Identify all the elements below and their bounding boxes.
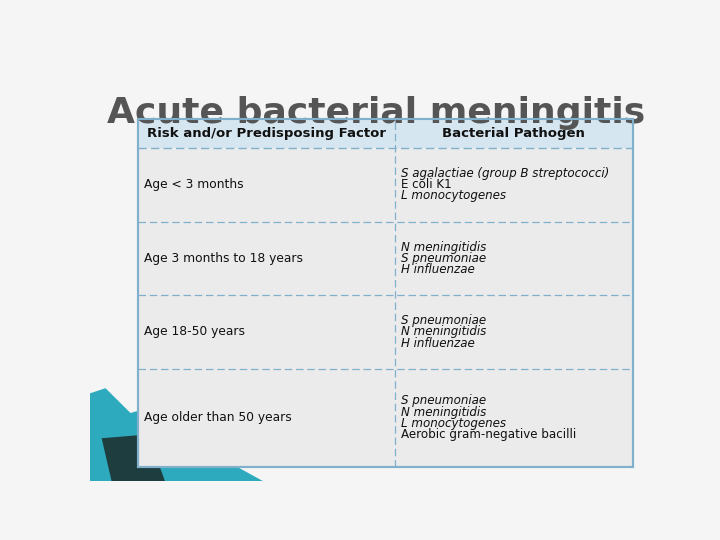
Text: Risk and/or Predisposing Factor: Risk and/or Predisposing Factor (147, 127, 386, 140)
Polygon shape (82, 411, 276, 488)
Text: S pneumoniae: S pneumoniae (401, 394, 487, 408)
Text: L monocytogenes: L monocytogenes (401, 417, 506, 430)
Polygon shape (82, 388, 132, 434)
Text: N meningitidis: N meningitidis (401, 406, 487, 419)
Text: S agalactiae (group B streptococci): S agalactiae (group B streptococci) (401, 167, 610, 180)
Text: Aerobic gram-negative bacilli: Aerobic gram-negative bacilli (401, 428, 577, 441)
FancyBboxPatch shape (138, 119, 632, 467)
Text: L monocytogenes: L monocytogenes (401, 190, 506, 202)
Text: Age 3 months to 18 years: Age 3 months to 18 years (144, 252, 303, 265)
Text: Bacterial Pathogen: Bacterial Pathogen (442, 127, 585, 140)
FancyBboxPatch shape (138, 119, 632, 148)
Text: Age 18-50 years: Age 18-50 years (144, 326, 246, 339)
Text: N meningitidis: N meningitidis (401, 241, 487, 254)
Text: S pneumoniae: S pneumoniae (401, 314, 487, 327)
Text: S pneumoniae: S pneumoniae (401, 252, 487, 265)
Text: H influenzae: H influenzae (401, 336, 475, 349)
Text: H influenzae: H influenzae (401, 263, 475, 276)
Text: Acute bacterial meningitis: Acute bacterial meningitis (107, 96, 645, 130)
Text: Age older than 50 years: Age older than 50 years (144, 411, 292, 424)
Text: Age < 3 months: Age < 3 months (144, 178, 244, 191)
Text: N meningitidis: N meningitidis (401, 326, 487, 339)
Polygon shape (102, 434, 168, 488)
Text: E coli K1: E coli K1 (401, 178, 452, 191)
